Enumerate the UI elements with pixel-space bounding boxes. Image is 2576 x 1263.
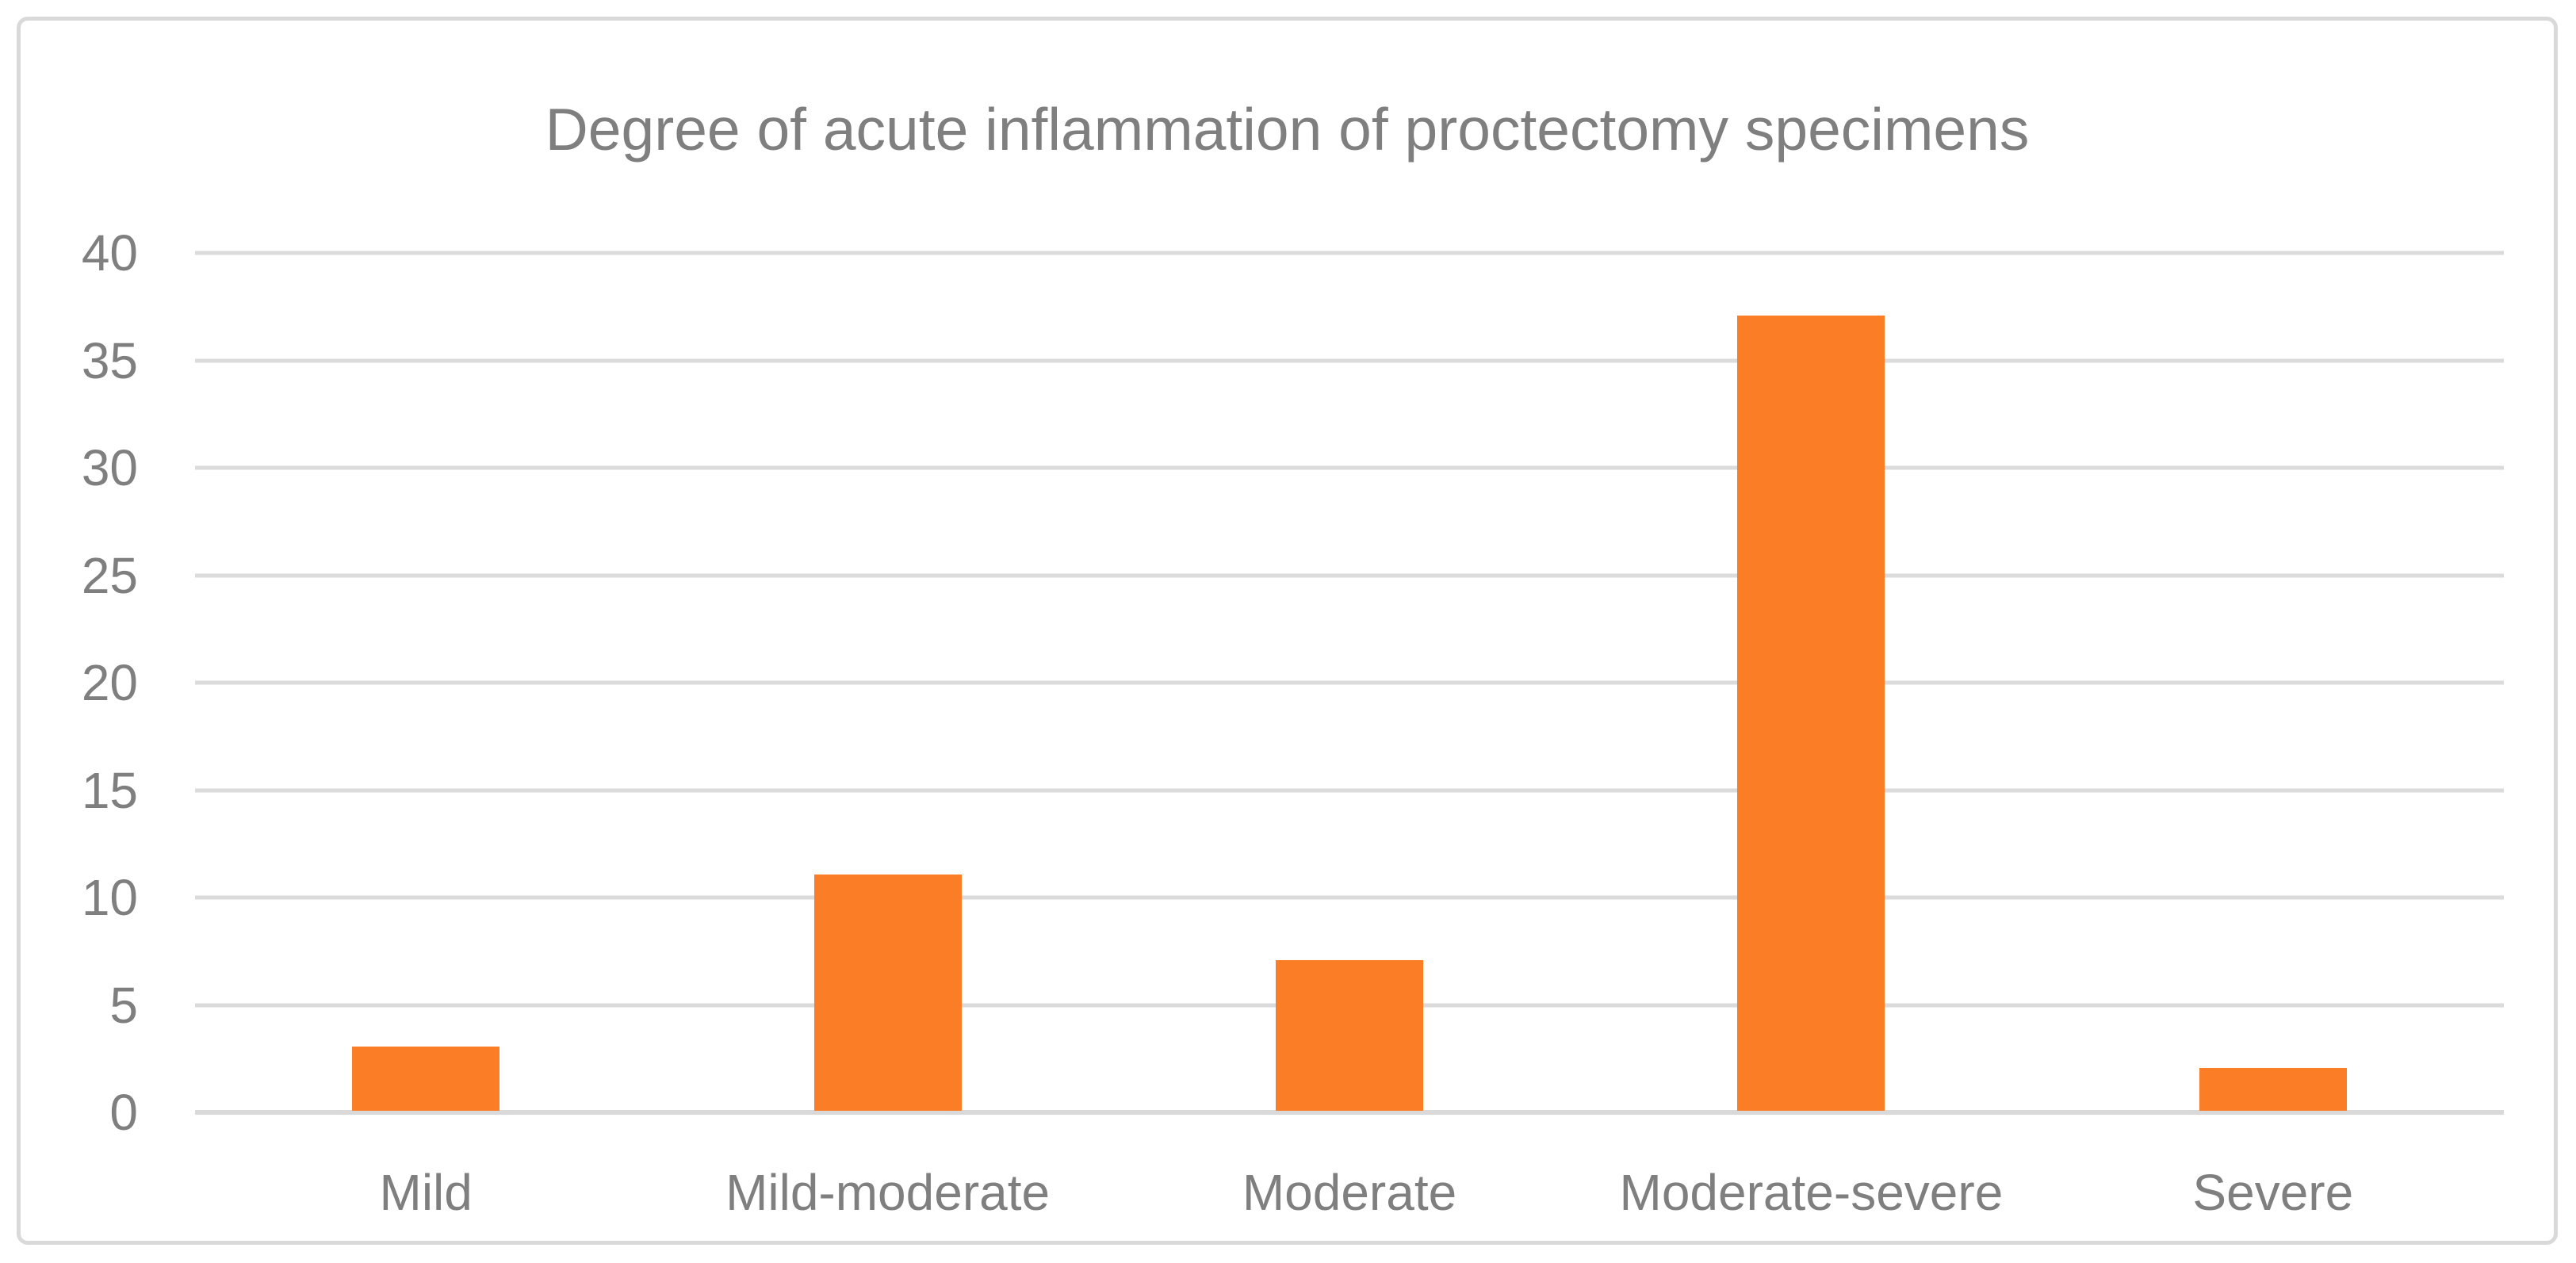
y-tick-label-10: 10 (81, 869, 138, 926)
y-tick-label-15: 15 (81, 761, 138, 819)
bar-severe (2199, 1067, 2347, 1111)
gridline-25 (195, 573, 2504, 577)
gridline-30 (195, 465, 2504, 470)
bar-mild (352, 1046, 500, 1111)
x-category-label-moderate-severe: Moderate-severe (1619, 1164, 2004, 1221)
gridline-10 (195, 895, 2504, 900)
y-tick-label-25: 25 (81, 546, 138, 604)
y-axis: 0 5 10 15 20 25 30 35 40 (21, 228, 138, 1138)
x-category-label-mild-moderate: Mild-moderate (725, 1164, 1051, 1221)
y-tick-label-20: 20 (81, 654, 138, 711)
x-category-label-severe: Severe (2192, 1164, 2354, 1221)
gridline-15 (195, 788, 2504, 792)
gridline-20 (195, 680, 2504, 685)
y-tick-label-0: 0 (109, 1084, 138, 1141)
bar-moderate (1276, 960, 1423, 1111)
x-axis: Mild Mild-moderate Moderate Moderate-severe… (195, 1164, 2504, 1221)
gridline-35 (195, 358, 2504, 362)
y-tick-label-40: 40 (81, 224, 138, 281)
x-category-label-mild: Mild (379, 1164, 473, 1221)
chart-title: Degree of acute inflammation of proctect… (545, 96, 2030, 163)
gridline-40 (195, 251, 2504, 255)
chart-frame: Degree of acute inflammation of proctect… (17, 17, 2558, 1245)
y-tick-label-5: 5 (109, 976, 138, 1034)
y-tick-label-30: 30 (81, 439, 138, 496)
bar-moderate-severe (1737, 316, 1885, 1111)
y-tick-label-35: 35 (81, 331, 138, 389)
x-category-label-moderate: Moderate (1242, 1164, 1457, 1221)
plot-area (195, 251, 2504, 1115)
bar-mild-moderate (813, 874, 962, 1111)
x-axis-line (195, 1110, 2504, 1115)
